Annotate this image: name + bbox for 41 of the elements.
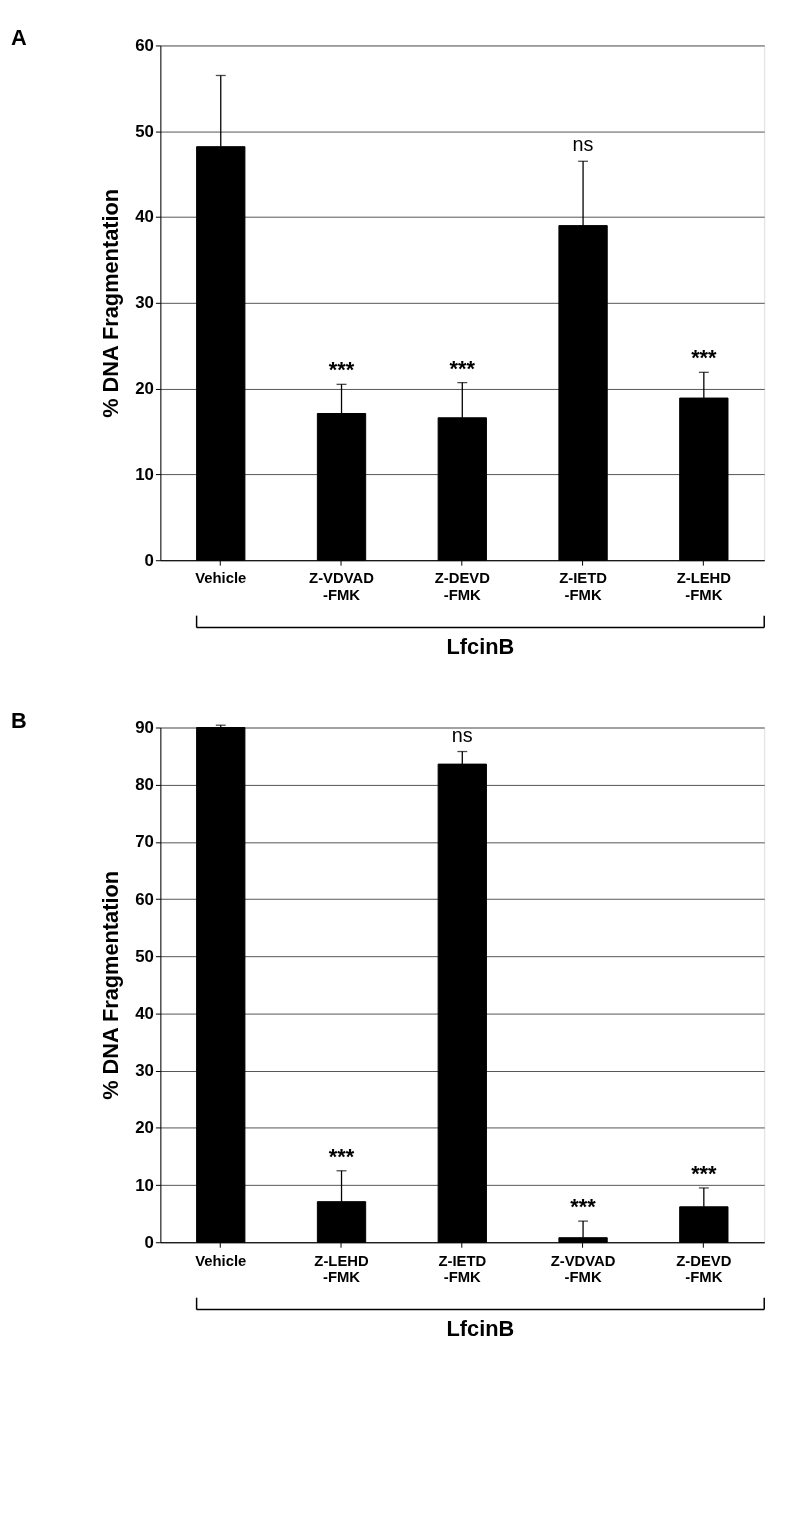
y-tick-label: 40: [135, 1003, 154, 1023]
y-tick-label: 10: [135, 464, 154, 484]
y-tick-label: 30: [135, 293, 154, 313]
text: LfcinB: [446, 1316, 515, 1342]
annotation: ***: [691, 1161, 718, 1186]
x-tick-label: Z-VDVAD -FMK: [550, 1252, 616, 1286]
y-tick-label: 60: [135, 35, 154, 55]
y-tick-label: 70: [135, 832, 154, 852]
x-tick-label: Z-VDVAD -FMK: [309, 570, 375, 604]
y-tick-label: 20: [135, 1118, 154, 1138]
y-tick-label: 20: [135, 379, 154, 399]
x-tick-label: Vehicle: [195, 570, 247, 587]
y-tick-label: 0: [144, 550, 154, 570]
y-axis-title: % DNA Fragmentation: [98, 188, 124, 418]
y-axis-title: % DNA Fragmentation: [98, 870, 124, 1100]
y-tick-label: 90: [135, 717, 154, 737]
annotation: ***: [691, 345, 718, 371]
x-tick-label: Z-DEVD -FMK: [434, 570, 491, 604]
x-tick-label: Z-LEHD -FMK: [676, 570, 732, 604]
x-tick-label: Z-DEVD -FMK: [676, 1252, 732, 1286]
x-tick-label: Z-IETD -FMK: [438, 1252, 487, 1286]
y-tick-label: 60: [135, 889, 154, 909]
text: LfcinB: [446, 634, 515, 660]
x-tick-label: Z-LEHD -FMK: [314, 1252, 369, 1286]
x-tick-label: Vehicle: [195, 1252, 247, 1269]
y-tick-label: 40: [135, 207, 154, 227]
y-tick-label: 50: [135, 121, 154, 141]
y-tick-label: 30: [135, 1061, 154, 1081]
annotation: ns: [572, 133, 594, 156]
x-tick-label: Z-IETD -FMK: [559, 570, 608, 604]
y-tick-label: 10: [135, 1175, 154, 1195]
chart-title: A: [10, 25, 27, 51]
y-tick-label: 0: [144, 1232, 154, 1252]
y-tick-label: 50: [135, 946, 154, 966]
annotation: ns: [451, 723, 473, 746]
y-tick-label: 80: [135, 775, 154, 795]
annotation: ***: [449, 355, 476, 381]
annotation: ***: [570, 1194, 597, 1220]
annotation: ***: [328, 357, 355, 383]
chart-title: B: [10, 707, 27, 733]
annotation: ***: [328, 1143, 355, 1169]
